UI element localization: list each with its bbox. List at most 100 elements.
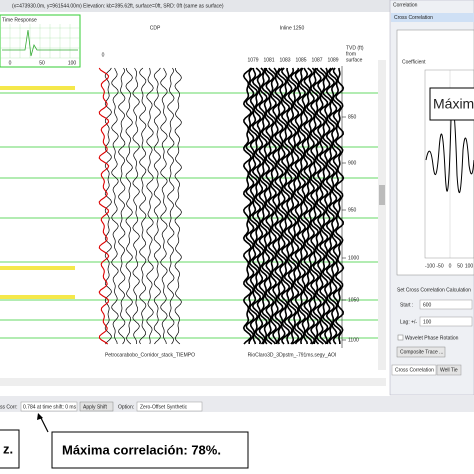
seismic-trace	[174, 68, 182, 345]
h-scrollbar[interactable]	[0, 378, 386, 386]
seismic-trace	[132, 67, 140, 345]
seismic-trace	[293, 67, 303, 345]
corr-label: ss Corr:	[0, 404, 18, 410]
seismic-trace	[319, 67, 329, 345]
lag-label: Lag: +/-	[400, 319, 417, 325]
depth-label: 1050	[348, 297, 359, 303]
seismic-trace	[328, 67, 338, 345]
trace-number: 1087	[311, 57, 322, 63]
tab-text: Cross Correlation	[395, 367, 434, 373]
seismic-trace	[296, 67, 307, 345]
time-response-grid	[0, 24, 80, 59]
seismic-trace	[167, 67, 175, 345]
x-tick: -50	[436, 263, 443, 269]
option-value: Zero-Offset Synthetic	[140, 404, 188, 410]
depth-label: 950	[348, 207, 357, 213]
arrow-head	[37, 413, 43, 420]
apply-button[interactable]	[79, 401, 114, 412]
left-section-label: Petrocarabobo_Corridor_stack_TIEMPO	[105, 352, 195, 358]
seismic-trace	[248, 67, 259, 345]
settings-title: Set Cross Correlation Calculation	[397, 287, 471, 293]
corr-value: 0.784 at time shift: 0 ms	[23, 404, 77, 410]
status-bar	[0, 396, 474, 412]
panel-title: Correlation	[393, 2, 418, 8]
overlay-text: Máxim	[433, 96, 474, 112]
trace-number: 1089	[327, 57, 338, 63]
x-tick: 0	[449, 263, 452, 269]
seismic-trace	[153, 67, 161, 345]
seismic-trace	[277, 67, 287, 345]
seismic-trace	[267, 67, 277, 345]
option-label: Option:	[118, 404, 134, 410]
seismic-trace	[334, 67, 345, 344]
x-tick: 50	[457, 263, 463, 269]
depth-label: 1100	[348, 337, 359, 343]
cdp-label: CDP	[150, 25, 161, 31]
trace-number: 1079	[247, 57, 258, 63]
tr-tick: 50	[39, 60, 45, 66]
depth-label: 900	[348, 160, 357, 166]
annotation-box	[51, 431, 249, 469]
start-value: 600	[423, 302, 432, 308]
composite-button[interactable]	[396, 346, 446, 358]
seismic-trace	[255, 67, 265, 345]
lag-input[interactable]	[419, 316, 473, 327]
depth-title: TVD (ft)	[346, 45, 364, 51]
yellow-band	[0, 295, 75, 299]
yellow-band	[0, 266, 75, 270]
phase-checkbox[interactable]	[397, 334, 404, 341]
v-scroll-thumb[interactable]	[379, 185, 385, 205]
depth-label: 1000	[348, 255, 359, 261]
trace-number: 1083	[279, 57, 290, 63]
seismic-trace	[265, 67, 275, 345]
tr-tick: 100	[68, 60, 77, 66]
right-section-label: RioClaro3D_3Dpstm_-791ms.segy_AOI	[248, 352, 337, 358]
inline-label: Inline 1250	[280, 25, 305, 31]
time-response-curve	[2, 29, 78, 57]
tab[interactable]	[436, 364, 462, 376]
correlation-chart	[396, 29, 474, 276]
header-bar	[0, 0, 390, 12]
tr-tick: 0	[9, 60, 12, 66]
trace-number: 1081	[263, 57, 274, 63]
seismic-trace	[287, 67, 297, 345]
start-label: Start :	[400, 302, 413, 308]
composite-button-text: Composite Trace ...	[400, 349, 443, 355]
seismic-trace	[245, 67, 255, 344]
seismic-trace	[325, 67, 336, 345]
trace-zero: 0	[102, 52, 105, 58]
x-tick: 100	[465, 263, 474, 269]
seismic-trace	[274, 67, 284, 345]
depth-title: from	[346, 51, 356, 57]
seismic-trace	[98, 67, 110, 345]
trace-number: 1085	[295, 57, 306, 63]
tab[interactable]	[391, 364, 437, 376]
seismic-trace	[139, 67, 147, 345]
seismic-trace	[332, 67, 342, 345]
corr-field	[20, 401, 78, 412]
lag-value: 100	[423, 319, 432, 325]
seismic-display: 1079 1081 1083 1085 1087 10898509009501000105…	[0, 57, 378, 348]
annotation-main: Máxima correlación: 78%.	[62, 442, 221, 457]
option-dropdown[interactable]	[136, 401, 203, 412]
x-tick: -100	[425, 263, 435, 269]
seismic-trace	[242, 67, 252, 345]
seismic-trace	[118, 67, 126, 345]
time-response-title: Time Response	[2, 17, 37, 23]
depth-label: 850	[348, 114, 357, 120]
phase-label: Wavelet Phase Rotation	[405, 335, 459, 341]
seismic-trace	[303, 67, 313, 345]
depth-title: surface	[346, 57, 363, 63]
v-scrollbar[interactable]	[378, 60, 386, 370]
seismic-trace	[111, 67, 119, 345]
seismic-trace	[280, 67, 291, 345]
plot-area	[424, 69, 474, 259]
apply-button-text: Apply Shift	[83, 404, 108, 410]
seismic-trace	[299, 67, 310, 345]
seismic-trace	[316, 67, 326, 345]
header-coords: (x=473930.0m, y=961544.00m) Elevation: k…	[12, 3, 224, 9]
yellow-band	[0, 86, 75, 90]
seismic-trace	[160, 67, 168, 345]
start-input[interactable]	[419, 299, 473, 310]
